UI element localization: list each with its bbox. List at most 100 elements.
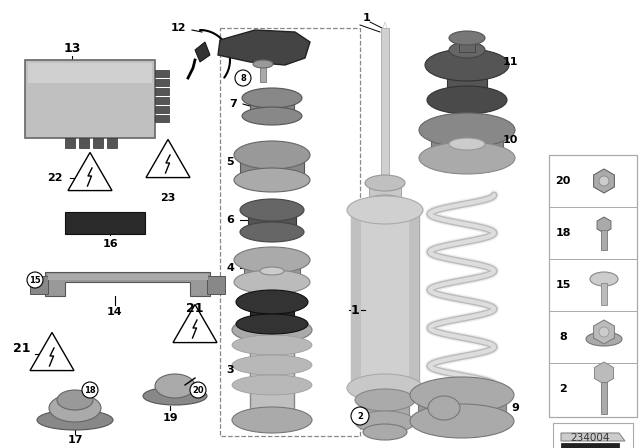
Bar [561,443,619,448]
Bar [459,38,475,52]
Ellipse shape [449,138,485,150]
Bar [244,260,300,282]
Ellipse shape [37,410,113,430]
Ellipse shape [236,314,308,334]
Bar [79,138,89,148]
Bar [447,65,487,100]
Bar [48,274,208,280]
Ellipse shape [449,31,485,45]
Bar [601,382,607,414]
Ellipse shape [347,196,423,224]
Text: 19: 19 [162,413,178,423]
Bar [549,155,637,417]
Bar [65,138,75,148]
Ellipse shape [232,375,312,395]
Ellipse shape [260,267,284,275]
Text: 5: 5 [226,157,234,167]
Ellipse shape [449,42,485,58]
Ellipse shape [143,387,207,405]
Ellipse shape [155,374,195,398]
Text: 22: 22 [47,173,63,183]
Ellipse shape [410,377,514,413]
Text: 9: 9 [511,403,519,413]
Ellipse shape [57,390,93,410]
Ellipse shape [425,49,509,81]
Ellipse shape [232,407,312,433]
Bar [93,138,103,148]
Bar [260,64,266,82]
Bar [431,130,503,158]
Ellipse shape [428,396,460,420]
Text: 17: 17 [67,435,83,445]
Bar [351,210,419,388]
Polygon shape [45,272,210,296]
Text: 11: 11 [502,57,518,67]
Ellipse shape [236,290,308,314]
Text: 8: 8 [240,73,246,82]
Ellipse shape [427,86,507,114]
Circle shape [351,407,369,425]
Bar [250,302,294,324]
Text: 1: 1 [351,303,360,316]
Text: 21: 21 [13,341,31,354]
Ellipse shape [419,142,515,174]
Ellipse shape [365,175,405,191]
Text: 6: 6 [226,215,234,225]
Ellipse shape [347,374,423,402]
Ellipse shape [242,107,302,125]
Ellipse shape [365,195,405,211]
Bar [381,28,389,183]
Bar [28,63,152,83]
Text: 2: 2 [559,384,567,394]
Bar [155,70,169,77]
Ellipse shape [240,199,304,221]
Text: 1: 1 [363,13,371,23]
Text: 15: 15 [556,280,571,290]
Text: 4: 4 [226,263,234,273]
Bar [155,106,169,113]
Ellipse shape [234,168,310,192]
Text: 7: 7 [229,99,237,109]
Bar [409,210,419,388]
Circle shape [27,272,43,288]
Bar [250,98,294,116]
Bar [553,423,633,448]
Bar [30,276,48,294]
Bar [351,210,361,388]
Text: 18: 18 [84,385,96,395]
Ellipse shape [49,394,101,422]
Polygon shape [218,30,310,65]
Circle shape [599,327,609,337]
Bar [250,330,294,420]
Ellipse shape [363,424,407,440]
Circle shape [599,176,609,186]
Text: 14: 14 [107,307,123,317]
Bar [155,79,169,86]
Text: 3: 3 [226,365,234,375]
Text: 20: 20 [556,176,571,186]
Polygon shape [68,152,112,190]
Polygon shape [561,433,625,441]
Circle shape [190,382,206,398]
Text: 2: 2 [357,412,363,421]
Ellipse shape [240,222,304,242]
Polygon shape [173,305,217,343]
Bar [155,88,169,95]
Ellipse shape [355,389,415,411]
Text: 8: 8 [559,332,567,342]
Bar [601,230,607,250]
Ellipse shape [586,332,622,346]
Ellipse shape [355,411,415,433]
Ellipse shape [232,317,312,343]
Ellipse shape [419,113,515,147]
Text: 18: 18 [556,228,571,238]
Bar [240,155,304,180]
Text: 16: 16 [102,239,118,249]
Text: 10: 10 [502,135,518,145]
Circle shape [235,70,251,86]
Bar [369,183,401,203]
Bar [601,283,607,305]
Text: 13: 13 [63,42,81,55]
Ellipse shape [232,335,312,355]
Ellipse shape [232,355,312,375]
